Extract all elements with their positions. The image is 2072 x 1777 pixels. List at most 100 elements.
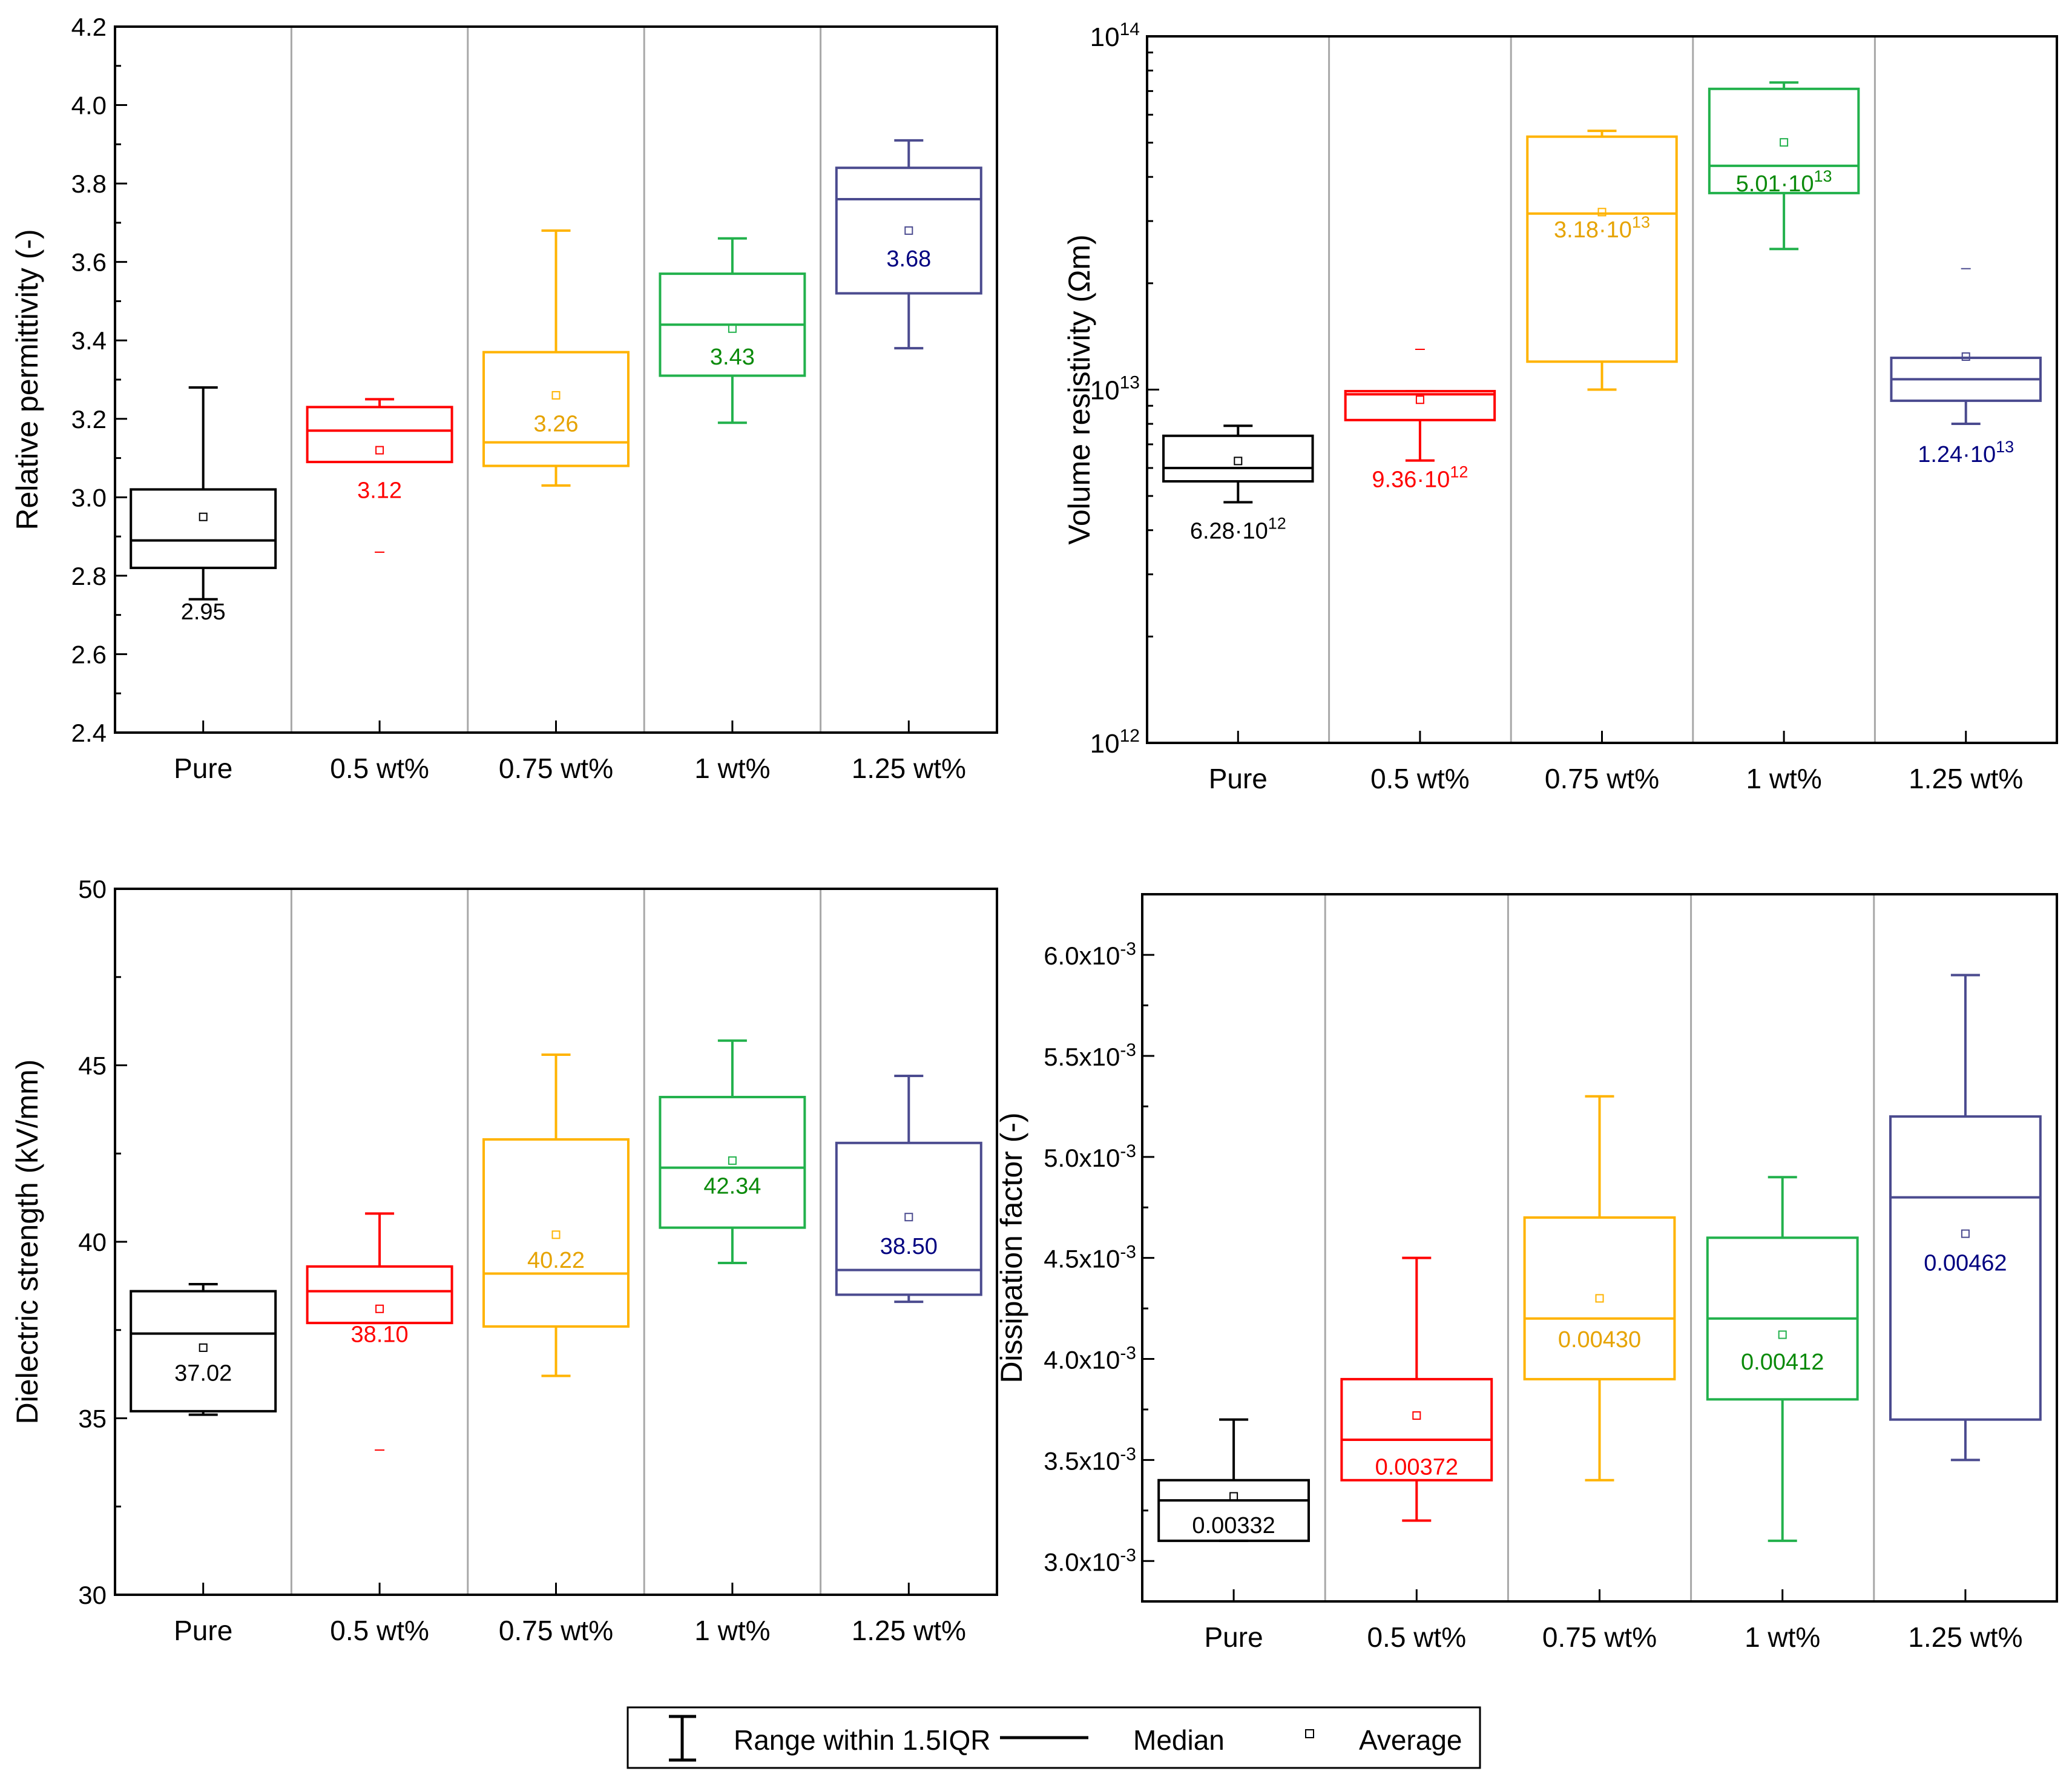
median-legend-label: Median bbox=[1133, 1724, 1225, 1756]
x-tick-label: 1.25 wt% bbox=[1908, 1621, 2022, 1653]
box-0p5-wt: 0.00372 bbox=[1340, 1256, 1493, 1522]
mean-value-label: 6.28·1012 bbox=[1190, 515, 1286, 544]
y-tick-label: 45 bbox=[78, 1052, 107, 1080]
box-0p75-wt: 0.00430 bbox=[1523, 1095, 1676, 1482]
plot-frame bbox=[114, 25, 998, 734]
box-0p75-wt: 3.26 bbox=[482, 229, 630, 487]
x-tick-label: 0.75 wt% bbox=[499, 753, 613, 784]
y-tick-label: 2.8 bbox=[71, 562, 107, 590]
x-tick-label: 0.5 wt% bbox=[1370, 763, 1470, 794]
mean-value-label: 0.00462 bbox=[1924, 1250, 2007, 1276]
y-tick-label: 4.2 bbox=[71, 13, 107, 41]
x-tick-label: 1 wt% bbox=[1746, 763, 1821, 794]
y-tick-label: 3.0x10-3 bbox=[1044, 1545, 1136, 1576]
mean-marker bbox=[728, 324, 737, 333]
mean-value-label: 3.43 bbox=[710, 345, 755, 370]
y-tick-label: 30 bbox=[78, 1581, 107, 1609]
mean-marker bbox=[1595, 1294, 1604, 1303]
mean-marker bbox=[199, 512, 208, 521]
y-tick-label: 3.2 bbox=[71, 405, 107, 434]
y-axis-label: Volume resistivity (Ωm) bbox=[1062, 234, 1096, 544]
mean-value-label: 0.00332 bbox=[1192, 1513, 1275, 1538]
iqr-box bbox=[1344, 390, 1496, 421]
box-pure: 6.28·1012 bbox=[1162, 424, 1314, 544]
y-tick-label: 35 bbox=[78, 1405, 107, 1433]
plot-frame bbox=[1146, 35, 2058, 744]
y-tick-label: 6.0x10-3 bbox=[1044, 939, 1136, 970]
y-tick-label: 5.0x10-3 bbox=[1044, 1141, 1136, 1172]
x-tick-label: 1 wt% bbox=[694, 753, 770, 784]
mean-marker bbox=[1229, 1492, 1238, 1501]
mean-value-label: 0.00372 bbox=[1375, 1454, 1458, 1480]
y-tick-label: 3.6 bbox=[71, 248, 107, 277]
iqr-box bbox=[130, 1290, 277, 1413]
iqr-box bbox=[1523, 1216, 1676, 1380]
y-tick-label: 40 bbox=[78, 1228, 107, 1256]
mean-value-label: 3.18·1013 bbox=[1554, 213, 1650, 243]
x-tick-label: 0.75 wt% bbox=[1545, 763, 1659, 794]
mean-marker bbox=[1234, 457, 1243, 466]
mean-marker bbox=[728, 1156, 737, 1165]
iqr-box bbox=[1157, 1479, 1311, 1542]
mean-marker bbox=[1412, 1411, 1421, 1420]
box-0p5-wt: 38.10 bbox=[306, 1212, 453, 1451]
average-legend-label: Average bbox=[1359, 1724, 1462, 1756]
box-1-wt: 3.43 bbox=[659, 237, 806, 424]
y-tick-label: 1012 bbox=[1090, 726, 1140, 759]
x-tick-label: Pure bbox=[174, 753, 232, 784]
mean-marker bbox=[1778, 1330, 1787, 1339]
box-0p5-wt: 3.12 bbox=[306, 398, 453, 553]
iqr-box bbox=[482, 351, 630, 467]
iqr-box bbox=[1708, 87, 1860, 194]
iqr-box bbox=[1340, 1377, 1493, 1482]
y-tick-label: 5.5x10-3 bbox=[1044, 1040, 1136, 1071]
mean-marker bbox=[551, 1230, 561, 1239]
y-tick-label: 4.0 bbox=[71, 91, 107, 120]
mean-marker bbox=[375, 1304, 384, 1313]
iqr-box bbox=[835, 1141, 982, 1296]
iqr-box bbox=[306, 1265, 453, 1325]
iqr-box bbox=[130, 488, 277, 569]
dissipation-factor-panel: 3.0x10-3 3.5x10-3 4.0x10-3 4.5x10-3 5.0x10-3… bbox=[995, 893, 2058, 1653]
box-1p25-wt: 3.68 bbox=[835, 139, 982, 350]
y-axis-label: Dissipation factor (-) bbox=[995, 1112, 1028, 1383]
box-pure: 2.95 bbox=[130, 386, 277, 625]
legend: Range within 1.5IQR Median Average bbox=[627, 1706, 1481, 1769]
average-legend-icon bbox=[1305, 1729, 1314, 1738]
box-0p5-wt: 9.36·1012 bbox=[1344, 349, 1496, 492]
y-tick-label: 3.0 bbox=[71, 483, 107, 512]
y-tick-label: 2.6 bbox=[71, 640, 107, 668]
y-tick-label: 50 bbox=[78, 875, 107, 903]
y-tick-label: 4.5x10-3 bbox=[1044, 1242, 1136, 1273]
y-tick-label: 4.0x10-3 bbox=[1044, 1343, 1136, 1374]
mean-marker bbox=[1597, 208, 1607, 217]
y-axis-label: Relative permittivity (-) bbox=[10, 229, 44, 530]
x-tick-label: 0.75 wt% bbox=[1542, 1621, 1657, 1653]
dielectric-strength-panel: 30 35 40 45 50 37.02 Pure 38.10 0.5 wt% 40.22 0.75… bbox=[10, 875, 998, 1646]
permittivity-panel: 2.4 2.6 2.8 3.0 3.2 3.4 3.6 3.8 4.0 4.2 2.95 Pure 3.… bbox=[10, 13, 998, 784]
y-tick-label: 2.4 bbox=[71, 719, 107, 747]
mean-marker bbox=[904, 226, 913, 235]
plot-frame bbox=[114, 888, 998, 1596]
mean-value-label: 9.36·1012 bbox=[1372, 463, 1468, 492]
iqr-box bbox=[1889, 1115, 2042, 1421]
x-tick-label: 1.25 wt% bbox=[852, 1615, 966, 1646]
mean-value-label: 0.00430 bbox=[1558, 1327, 1641, 1353]
mean-value-label: 38.50 bbox=[880, 1234, 938, 1259]
y-tick-label: 3.5x10-3 bbox=[1044, 1444, 1136, 1475]
mean-marker bbox=[1415, 395, 1424, 404]
box-0p75-wt: 40.22 bbox=[482, 1053, 630, 1377]
box-pure: 0.00332 bbox=[1157, 1418, 1311, 1542]
box-1-wt: 42.34 bbox=[659, 1039, 806, 1264]
mean-marker bbox=[1780, 138, 1789, 147]
mean-marker bbox=[199, 1343, 208, 1352]
y-tick-label: 3.8 bbox=[71, 170, 107, 198]
x-tick-label: 0.75 wt% bbox=[499, 1615, 613, 1646]
range-legend-label: Range within 1.5IQR bbox=[734, 1724, 990, 1756]
mean-value-label: 2.95 bbox=[181, 599, 226, 625]
mean-value-label: 37.02 bbox=[174, 1361, 232, 1386]
mean-value-label: 40.22 bbox=[527, 1248, 585, 1273]
mean-value-label: 0.00412 bbox=[1741, 1350, 1824, 1375]
box-0p75-wt: 3.18·1013 bbox=[1526, 130, 1678, 391]
resistivity-panel: 1012 1013 1014 6.28·1012 Pure 9.36·1012 0.5 wt… bbox=[1062, 19, 2058, 794]
